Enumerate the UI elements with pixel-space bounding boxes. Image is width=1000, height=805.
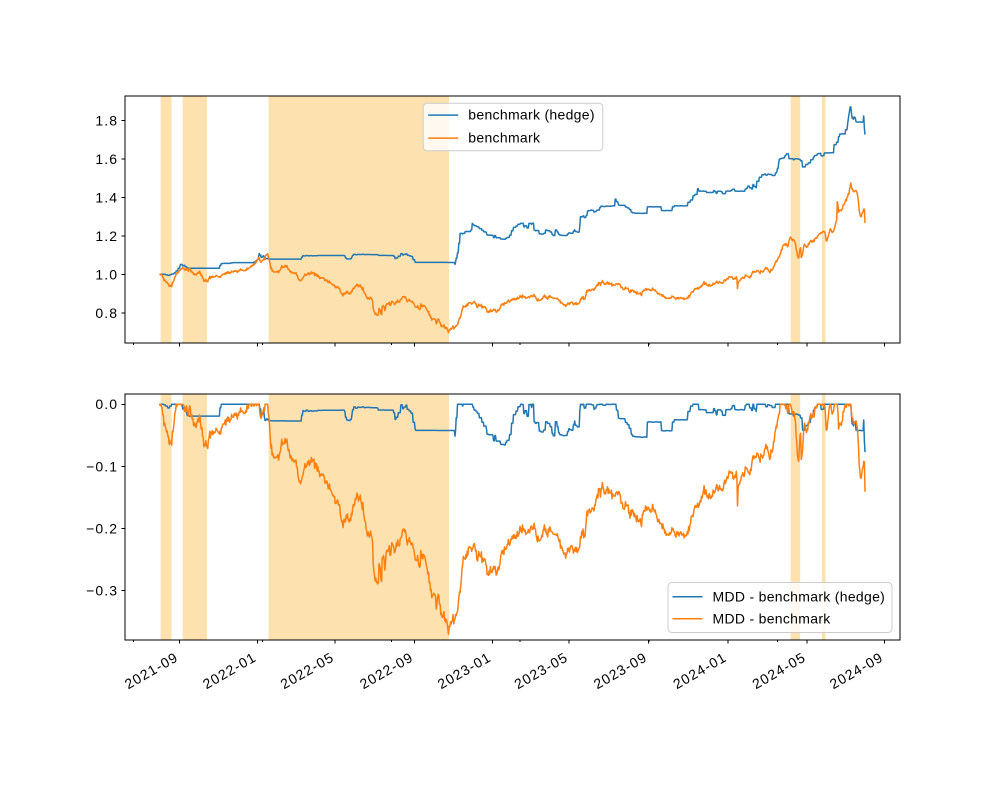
svg-text:1.0: 1.0	[95, 266, 118, 282]
svg-text:−0.1: −0.1	[86, 458, 118, 474]
svg-text:benchmark: benchmark	[468, 130, 541, 146]
svg-text:1.4: 1.4	[95, 189, 118, 205]
svg-text:MDD - benchmark: MDD - benchmark	[713, 610, 832, 626]
svg-text:−0.2: −0.2	[86, 520, 118, 536]
svg-text:0.8: 0.8	[95, 305, 118, 321]
svg-text:1.2: 1.2	[95, 228, 118, 244]
svg-text:−0.3: −0.3	[86, 582, 118, 598]
svg-text:benchmark (hedge): benchmark (hedge)	[468, 107, 595, 123]
svg-text:1.8: 1.8	[95, 112, 118, 128]
svg-text:MDD - benchmark (hedge): MDD - benchmark (hedge)	[713, 588, 886, 604]
svg-text:0.0: 0.0	[95, 396, 118, 412]
svg-text:1.6: 1.6	[95, 151, 118, 167]
